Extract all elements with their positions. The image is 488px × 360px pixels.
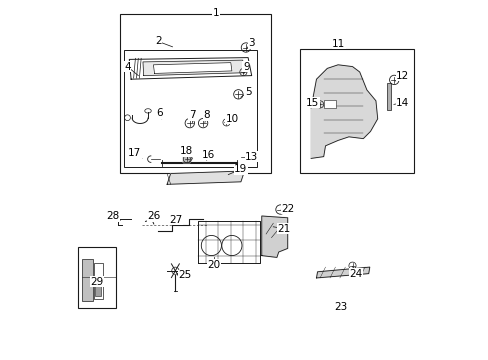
Text: 25: 25 <box>178 270 191 280</box>
Text: 7: 7 <box>188 110 195 120</box>
Text: 22: 22 <box>281 204 294 214</box>
Bar <box>78 247 116 308</box>
Text: 2: 2 <box>155 36 161 46</box>
Bar <box>300 49 413 173</box>
Text: 15: 15 <box>305 98 319 108</box>
Text: 29: 29 <box>90 276 103 287</box>
Text: 9: 9 <box>243 62 249 72</box>
Bar <box>120 14 271 173</box>
Bar <box>123 50 257 167</box>
Polygon shape <box>129 58 251 79</box>
Text: 12: 12 <box>395 71 408 81</box>
Text: 4: 4 <box>124 62 131 72</box>
Polygon shape <box>316 267 369 278</box>
Bar <box>386 83 390 110</box>
Text: 20: 20 <box>207 260 220 270</box>
Polygon shape <box>142 60 244 76</box>
Text: 19: 19 <box>234 164 247 174</box>
Polygon shape <box>153 63 231 73</box>
Text: 27: 27 <box>169 215 183 225</box>
Text: 10: 10 <box>225 114 238 124</box>
Text: 21: 21 <box>277 224 290 234</box>
Polygon shape <box>261 216 287 257</box>
Text: 26: 26 <box>147 211 160 221</box>
Text: 3: 3 <box>248 38 254 48</box>
Text: 24: 24 <box>349 269 362 279</box>
Polygon shape <box>183 154 192 163</box>
Text: 11: 11 <box>331 39 345 49</box>
Text: 8: 8 <box>203 110 209 120</box>
Polygon shape <box>310 65 377 158</box>
Text: 1: 1 <box>212 8 219 18</box>
Text: 28: 28 <box>106 211 120 221</box>
Text: 17: 17 <box>128 148 141 158</box>
Text: 14: 14 <box>395 98 408 108</box>
Bar <box>323 100 336 108</box>
Text: 5: 5 <box>244 87 251 97</box>
Text: 6: 6 <box>156 108 163 118</box>
Text: 13: 13 <box>244 152 258 162</box>
Bar <box>95 282 101 296</box>
Polygon shape <box>167 171 244 184</box>
Bar <box>81 259 92 301</box>
Text: 16: 16 <box>202 150 215 160</box>
Text: 23: 23 <box>334 302 347 312</box>
Bar <box>94 263 103 299</box>
Text: 18: 18 <box>180 146 193 156</box>
